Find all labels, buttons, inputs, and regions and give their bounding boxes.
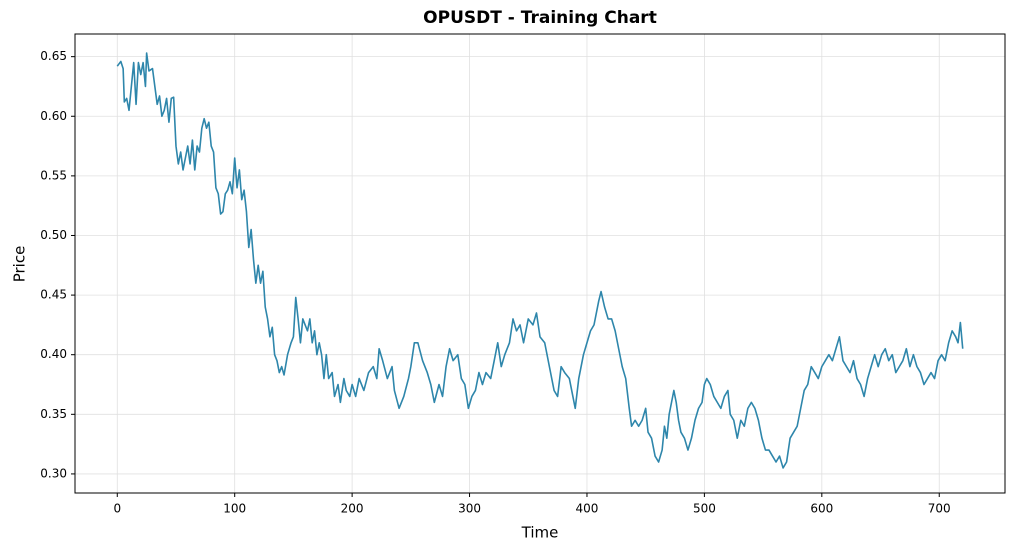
x-tick-label: 500 [693, 502, 716, 516]
chart-title: OPUSDT - Training Chart [423, 8, 657, 28]
plot-frame [74, 33, 1006, 494]
x-tick-label: 100 [223, 502, 246, 516]
price-line [116, 52, 964, 469]
y-tick-label: 0.65 [40, 49, 67, 63]
x-tick-label: 200 [341, 502, 364, 516]
y-tick-label: 0.40 [40, 347, 67, 361]
y-tick-label: 0.50 [40, 228, 67, 242]
x-tick-label: 400 [576, 502, 599, 516]
x-tick-label: 700 [928, 502, 951, 516]
x-tick-label: 0 [113, 502, 121, 516]
y-tick-label: 0.30 [40, 466, 67, 480]
y-tick-label: 0.60 [40, 109, 67, 123]
x-tick-label: 300 [458, 502, 481, 516]
y-tick-label: 0.35 [40, 407, 67, 421]
y-tick-label: 0.45 [40, 288, 67, 302]
y-axis-label: Price [11, 246, 29, 283]
y-tick-label: 0.55 [40, 168, 67, 182]
x-tick-label: 600 [810, 502, 833, 516]
x-axis-label: Time [521, 524, 559, 542]
